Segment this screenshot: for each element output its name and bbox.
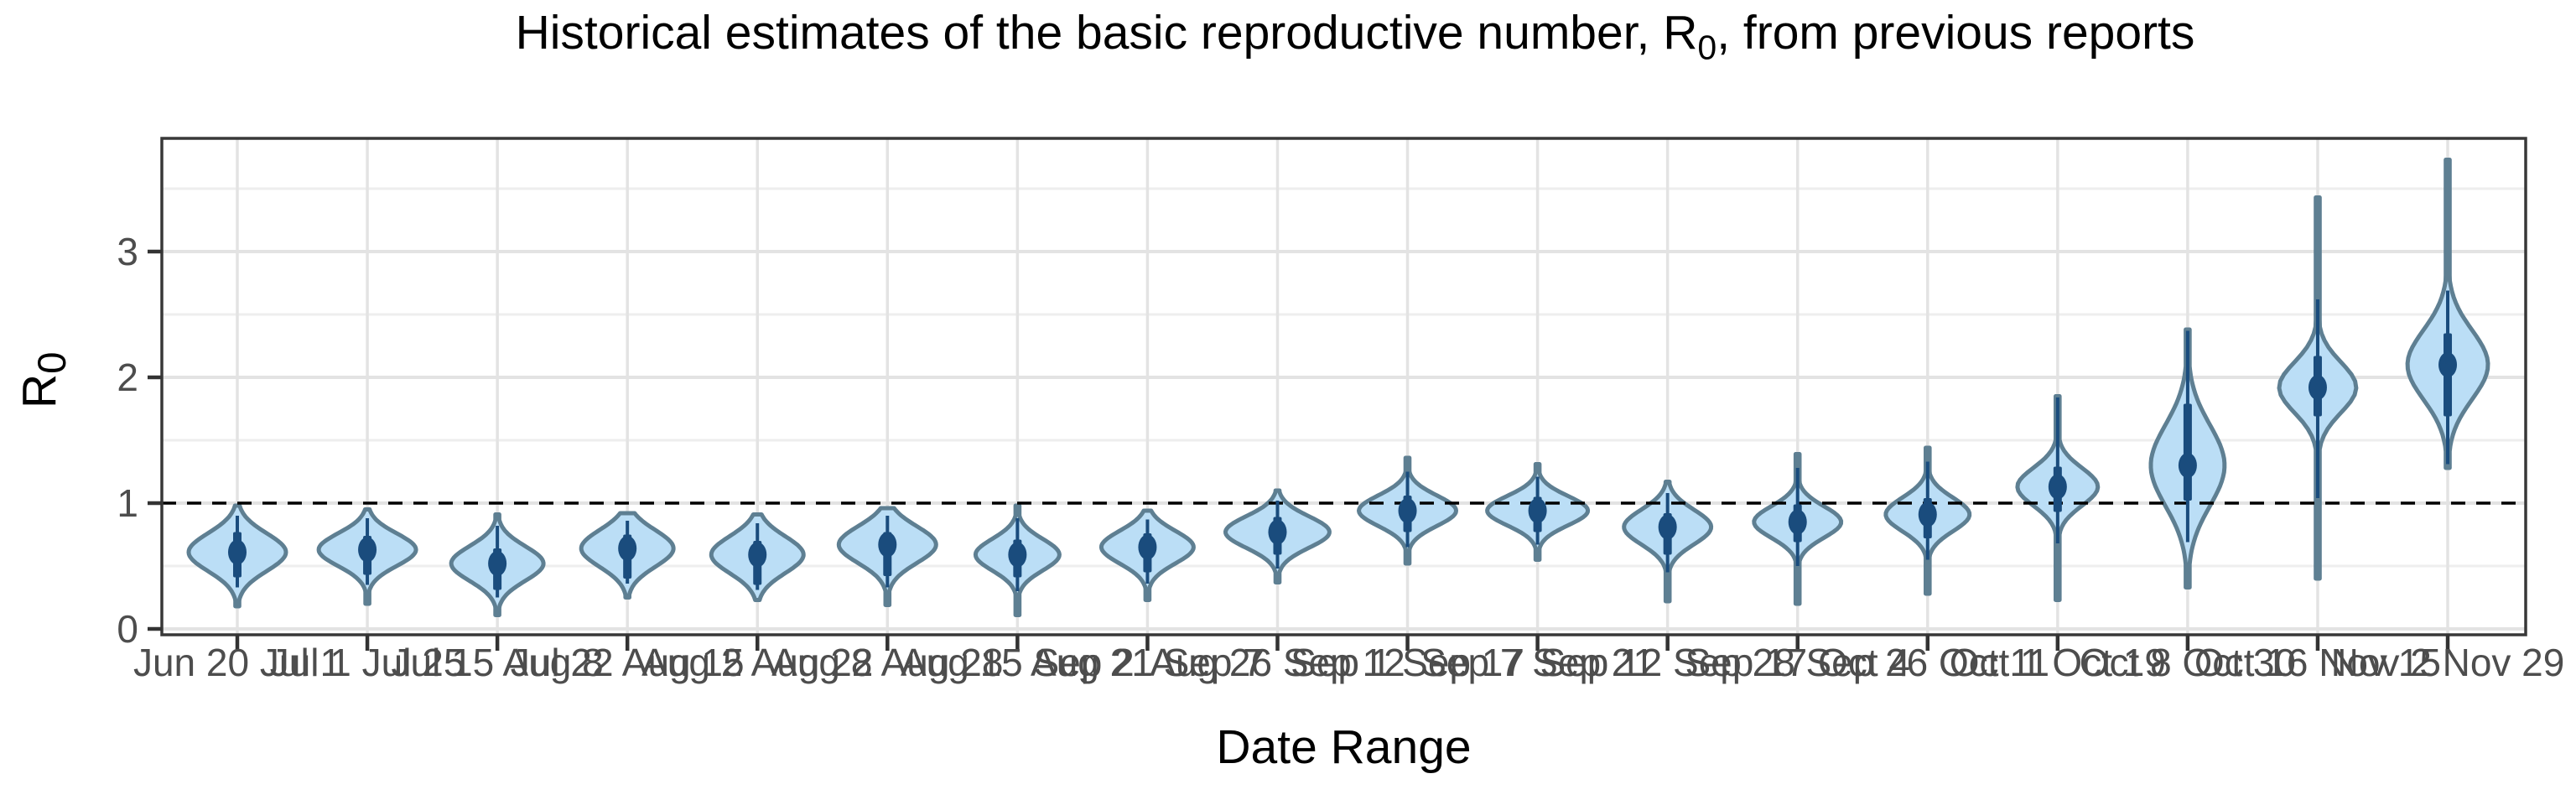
x-tick-label: Sep 17 Oct 4 [1685, 641, 1910, 684]
y-axis-title-prefix: R [12, 373, 66, 408]
y-tick-label: 1 [117, 481, 138, 525]
x-tick-label: Jul 22 Aug 15 [511, 641, 745, 684]
median-point [1528, 498, 1547, 523]
median-point [1138, 534, 1157, 560]
y-tick-label: 0 [117, 607, 138, 651]
x-tick-label: Jun 20 Jul 1 [133, 641, 341, 684]
median-point [748, 542, 767, 568]
median-point [618, 536, 637, 561]
median-point [1918, 501, 1937, 527]
panel-border [160, 137, 2527, 636]
chart-title-subscript: 0 [1697, 28, 1717, 67]
median-point [228, 539, 247, 565]
median-point [2178, 453, 2197, 478]
x-tick-label: Oct 16 Nov 15 [2194, 641, 2441, 684]
x-axis-title: Date Range [1216, 720, 1472, 774]
median-point [1268, 519, 1287, 545]
x-tick-label: Jul 15 Aug 8 [392, 641, 604, 684]
x-tick-label: Sep 12 Sep 28 [1540, 641, 1794, 684]
x-tick-label: Aug 15 Sep 2 [901, 641, 1135, 684]
y-axis-title-subscript: 0 [30, 351, 75, 374]
x-tick-label: Aug 26 Sep 12 [1150, 641, 1405, 684]
x-tick-label: Jul 1 Jul 25 [270, 641, 465, 684]
median-point [358, 537, 377, 563]
median-point [1398, 498, 1417, 523]
x-tick-label: Sep 26 Oct 11 [1805, 641, 2049, 684]
x-tick-label: Oct 8 Oct 30 [2080, 641, 2296, 684]
chart-title-prefix: Historical estimates of the basic reprod… [515, 6, 1698, 60]
x-tick-label: Aug 2 Aug 22 [641, 641, 873, 684]
x-tick-label: Oct 1 Oct 19 [1950, 641, 2166, 684]
x-tick-label: Aug 8 Aug 28 [771, 641, 1003, 684]
y-axis-title: R0 [12, 258, 75, 501]
interval-bar [2183, 403, 2192, 501]
median-point [2308, 375, 2327, 400]
y-tick-label: 3 [117, 230, 138, 273]
median-point [878, 532, 897, 558]
chart-title: Historical estimates of the basic reprod… [134, 5, 2576, 67]
median-point [2048, 474, 2067, 500]
y-tick-label: 2 [117, 356, 138, 399]
median-point [1658, 514, 1677, 540]
x-tick-label: Aug 21 Sep 7 [1031, 641, 1265, 684]
median-point [1788, 509, 1807, 535]
median-point [1008, 542, 1027, 568]
panel-background [162, 138, 2526, 635]
chart-title-suffix: , from previous reports [1716, 6, 2195, 60]
x-tick-label: Sep 7 Sep 21 [1420, 641, 1654, 684]
median-point [2438, 352, 2458, 377]
x-tick-label: Sep 1 Sep 17 [1291, 641, 1524, 684]
x-tick-label: Nov 2 Nov 29 [2331, 641, 2565, 684]
median-point [488, 551, 507, 576]
